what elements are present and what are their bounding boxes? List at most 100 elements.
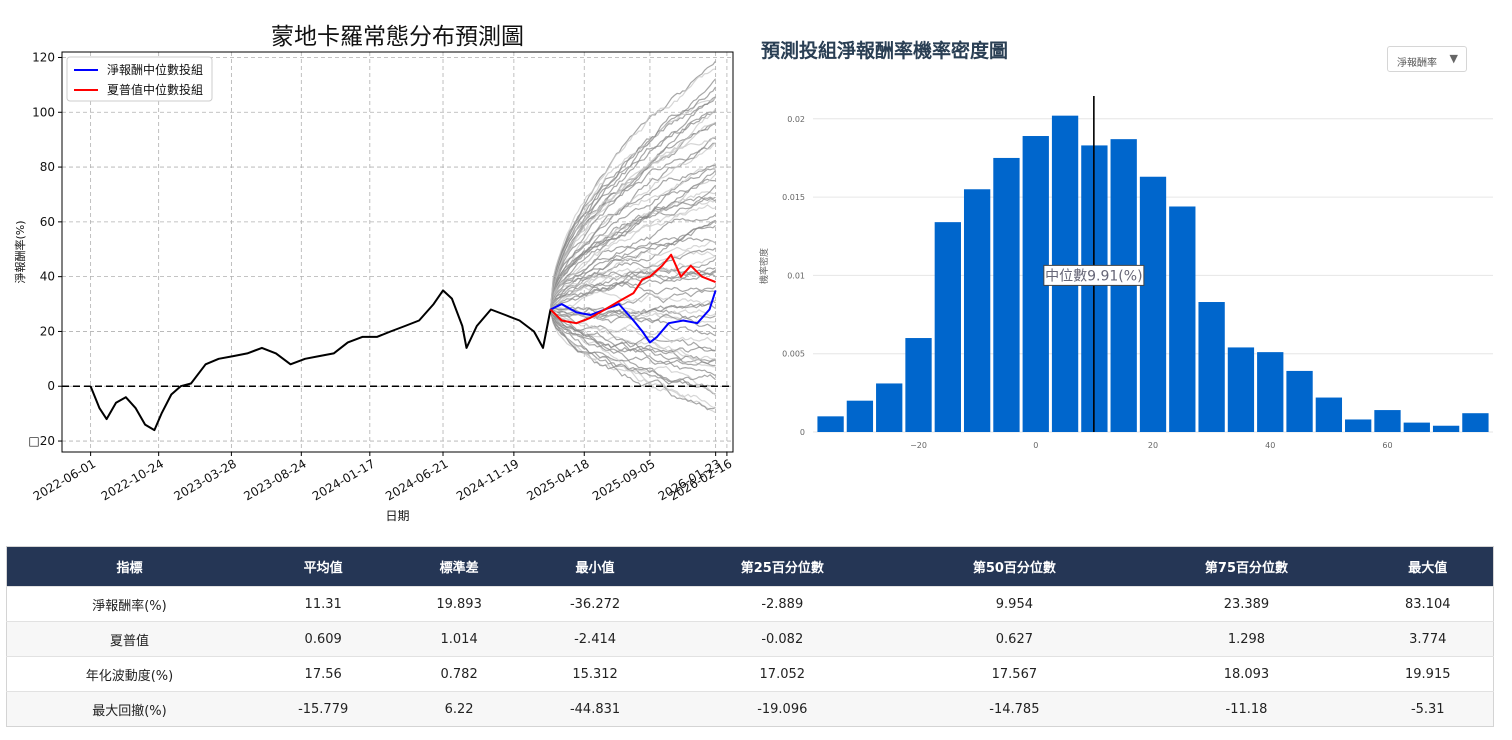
simulation-path bbox=[549, 199, 716, 310]
simulation-paths bbox=[549, 60, 717, 414]
sharpe-median-line bbox=[549, 253, 716, 325]
y-tick-label: 80 bbox=[40, 160, 55, 174]
simulation-path bbox=[549, 121, 716, 310]
simulation-path bbox=[549, 164, 716, 309]
x-tick-label: 2025-04-18 bbox=[524, 456, 591, 503]
x-tick-label: −20 bbox=[910, 441, 927, 450]
table-cell: -44.831 bbox=[523, 691, 667, 727]
table-cell: 17.567 bbox=[898, 656, 1131, 692]
density-panel: 預測投組淨報酬率機率密度圖 淨報酬率 ▼ 0 0.005 0.01 0.015 0.02… bbox=[745, 0, 1512, 535]
table-cell: -15.779 bbox=[251, 691, 395, 727]
table-cell: 0.782 bbox=[394, 656, 524, 692]
y-tick-label: 0.015 bbox=[782, 193, 805, 202]
table-cell: 15.312 bbox=[523, 656, 667, 692]
simulation-path bbox=[549, 309, 716, 383]
table-body: 淨報酬率(%) 11.31 19.893 -36.272 -2.889 9.954 23.3… bbox=[6, 586, 1494, 727]
y-tick-label: 0 bbox=[47, 379, 55, 393]
density-title: 預測投組淨報酬率機率密度圖 bbox=[761, 40, 1009, 62]
table-row: 最大回撤(%) -15.779 6.22 -44.831 -19.096 -14.785-… bbox=[6, 691, 1494, 727]
y-tick-label: 100 bbox=[32, 105, 55, 119]
table-cell: -2.414 bbox=[523, 621, 667, 657]
metric-dropdown[interactable]: 淨報酬率 ▼ bbox=[1387, 46, 1467, 72]
net-return-median-line bbox=[550, 290, 717, 344]
simulation-path bbox=[549, 309, 716, 366]
history-line bbox=[89, 289, 552, 432]
table-cell: 23.389 bbox=[1130, 586, 1363, 622]
table-cell: -0.082 bbox=[666, 621, 899, 657]
simulation-path bbox=[549, 184, 717, 309]
simulation-path bbox=[549, 254, 716, 309]
y-tick-label: 0.005 bbox=[782, 350, 805, 359]
y-tick-label: 0 bbox=[800, 428, 805, 437]
x-tick-label: 0 bbox=[1033, 441, 1038, 450]
table-cell: 0.627 bbox=[898, 621, 1131, 657]
chart-title: 蒙地卡羅常態分布預測圖 bbox=[271, 24, 524, 50]
table-cell: 0.609 bbox=[251, 621, 395, 657]
simulation-path bbox=[549, 225, 716, 310]
simulation-path bbox=[549, 240, 716, 310]
simulation-path bbox=[549, 162, 716, 310]
metric-dropdown-value: 淨報酬率 bbox=[1397, 58, 1437, 69]
table-cell: 19.893 bbox=[394, 586, 524, 622]
density-bar bbox=[1139, 176, 1167, 432]
x-tick-label: 2024-01-17 bbox=[310, 456, 377, 503]
simulation-path bbox=[549, 108, 717, 310]
simulation-path bbox=[549, 309, 716, 408]
table-row: 夏普值 0.609 1.014 -2.414 -0.082 0.627 1.298 3.774 bbox=[6, 621, 1494, 657]
simulation-path bbox=[549, 195, 716, 309]
table-cell: 11.31 bbox=[251, 586, 395, 622]
table-cell: 淨報酬率(%) bbox=[6, 586, 252, 622]
x-tick-label: 2024-11-19 bbox=[454, 456, 521, 503]
table-cell: 17.052 bbox=[666, 656, 899, 692]
density-chart: 0 0.005 0.01 0.015 0.02 −20 0 20 40 60 中位數9.91(%) 機… bbox=[745, 80, 1512, 470]
monte-carlo-chart: 蒙地卡羅常態分布預測圖 □20 0 20 40 60 80 100 120 2022-06-01 2… bbox=[0, 0, 745, 535]
y-tick-label: 40 bbox=[40, 270, 55, 284]
y-tick-label: 20 bbox=[40, 324, 55, 338]
x-tick-label: 2022-10-24 bbox=[99, 456, 166, 503]
table-header-cell: 最小值 bbox=[523, 546, 667, 587]
y-tick-label: 0.01 bbox=[787, 271, 805, 280]
simulation-path bbox=[549, 142, 716, 311]
table-cell: -14.785 bbox=[898, 691, 1131, 727]
table-cell: 夏普值 bbox=[6, 621, 252, 657]
simulation-path bbox=[549, 268, 716, 311]
simulation-path bbox=[550, 308, 716, 322]
density-bar bbox=[1257, 352, 1284, 432]
simulation-path bbox=[549, 68, 716, 310]
y-axis-label: 淨報酬率(%) bbox=[13, 220, 27, 283]
table-header-cell: 第50百分位數 bbox=[898, 546, 1131, 587]
table-header-row: 指標 平均值 標準差 最小值 第25百分位數 第50百分位數 第75百分位數 最大值 bbox=[6, 546, 1494, 587]
legend-label: 淨報酬中位數投組 bbox=[107, 62, 203, 77]
density-bar bbox=[1286, 370, 1313, 432]
y-tick-label: 60 bbox=[40, 215, 55, 229]
x-tick-label: 2024-06-21 bbox=[383, 456, 450, 503]
table-cell: 1.298 bbox=[1130, 621, 1363, 657]
table-cell: 18.093 bbox=[1130, 656, 1363, 692]
simulation-path bbox=[549, 309, 716, 377]
x-tick-label: 60 bbox=[1382, 441, 1392, 450]
table-row: 年化波動度(%) 17.56 0.782 15.312 17.052 17.567 18.0… bbox=[6, 656, 1494, 692]
simulation-path bbox=[549, 310, 716, 352]
x-tick-label: 40 bbox=[1265, 441, 1275, 450]
density-svg: 0 0.005 0.01 0.015 0.02 −20 0 20 40 60 中位數9.91(%) 機… bbox=[758, 96, 1493, 450]
x-tick-label: 2023-03-28 bbox=[171, 456, 238, 503]
table-header-cell: 最大值 bbox=[1362, 546, 1494, 587]
table-cell: 6.22 bbox=[394, 691, 524, 727]
legend-label: 夏普值中位數投組 bbox=[107, 82, 203, 97]
density-bar bbox=[1345, 419, 1372, 432]
density-bar bbox=[1432, 425, 1460, 432]
density-bar bbox=[1315, 397, 1343, 432]
table-header-cell: 第25百分位數 bbox=[666, 546, 899, 587]
table-cell: -5.31 bbox=[1362, 691, 1494, 727]
density-bar bbox=[905, 338, 932, 432]
density-bar bbox=[1403, 422, 1430, 432]
table-header-cell: 第75百分位數 bbox=[1130, 546, 1363, 587]
x-tick-label: 2023-08-24 bbox=[241, 456, 308, 503]
stats-table: 指標 平均值 標準差 最小值 第25百分位數 第50百分位數 第75百分位數 最大值 淨報酬率… bbox=[6, 546, 1494, 727]
density-bar bbox=[846, 400, 874, 432]
y-axis-label: 機率密度 bbox=[758, 248, 770, 284]
density-bar bbox=[876, 383, 903, 432]
table-cell: 1.014 bbox=[394, 621, 524, 657]
